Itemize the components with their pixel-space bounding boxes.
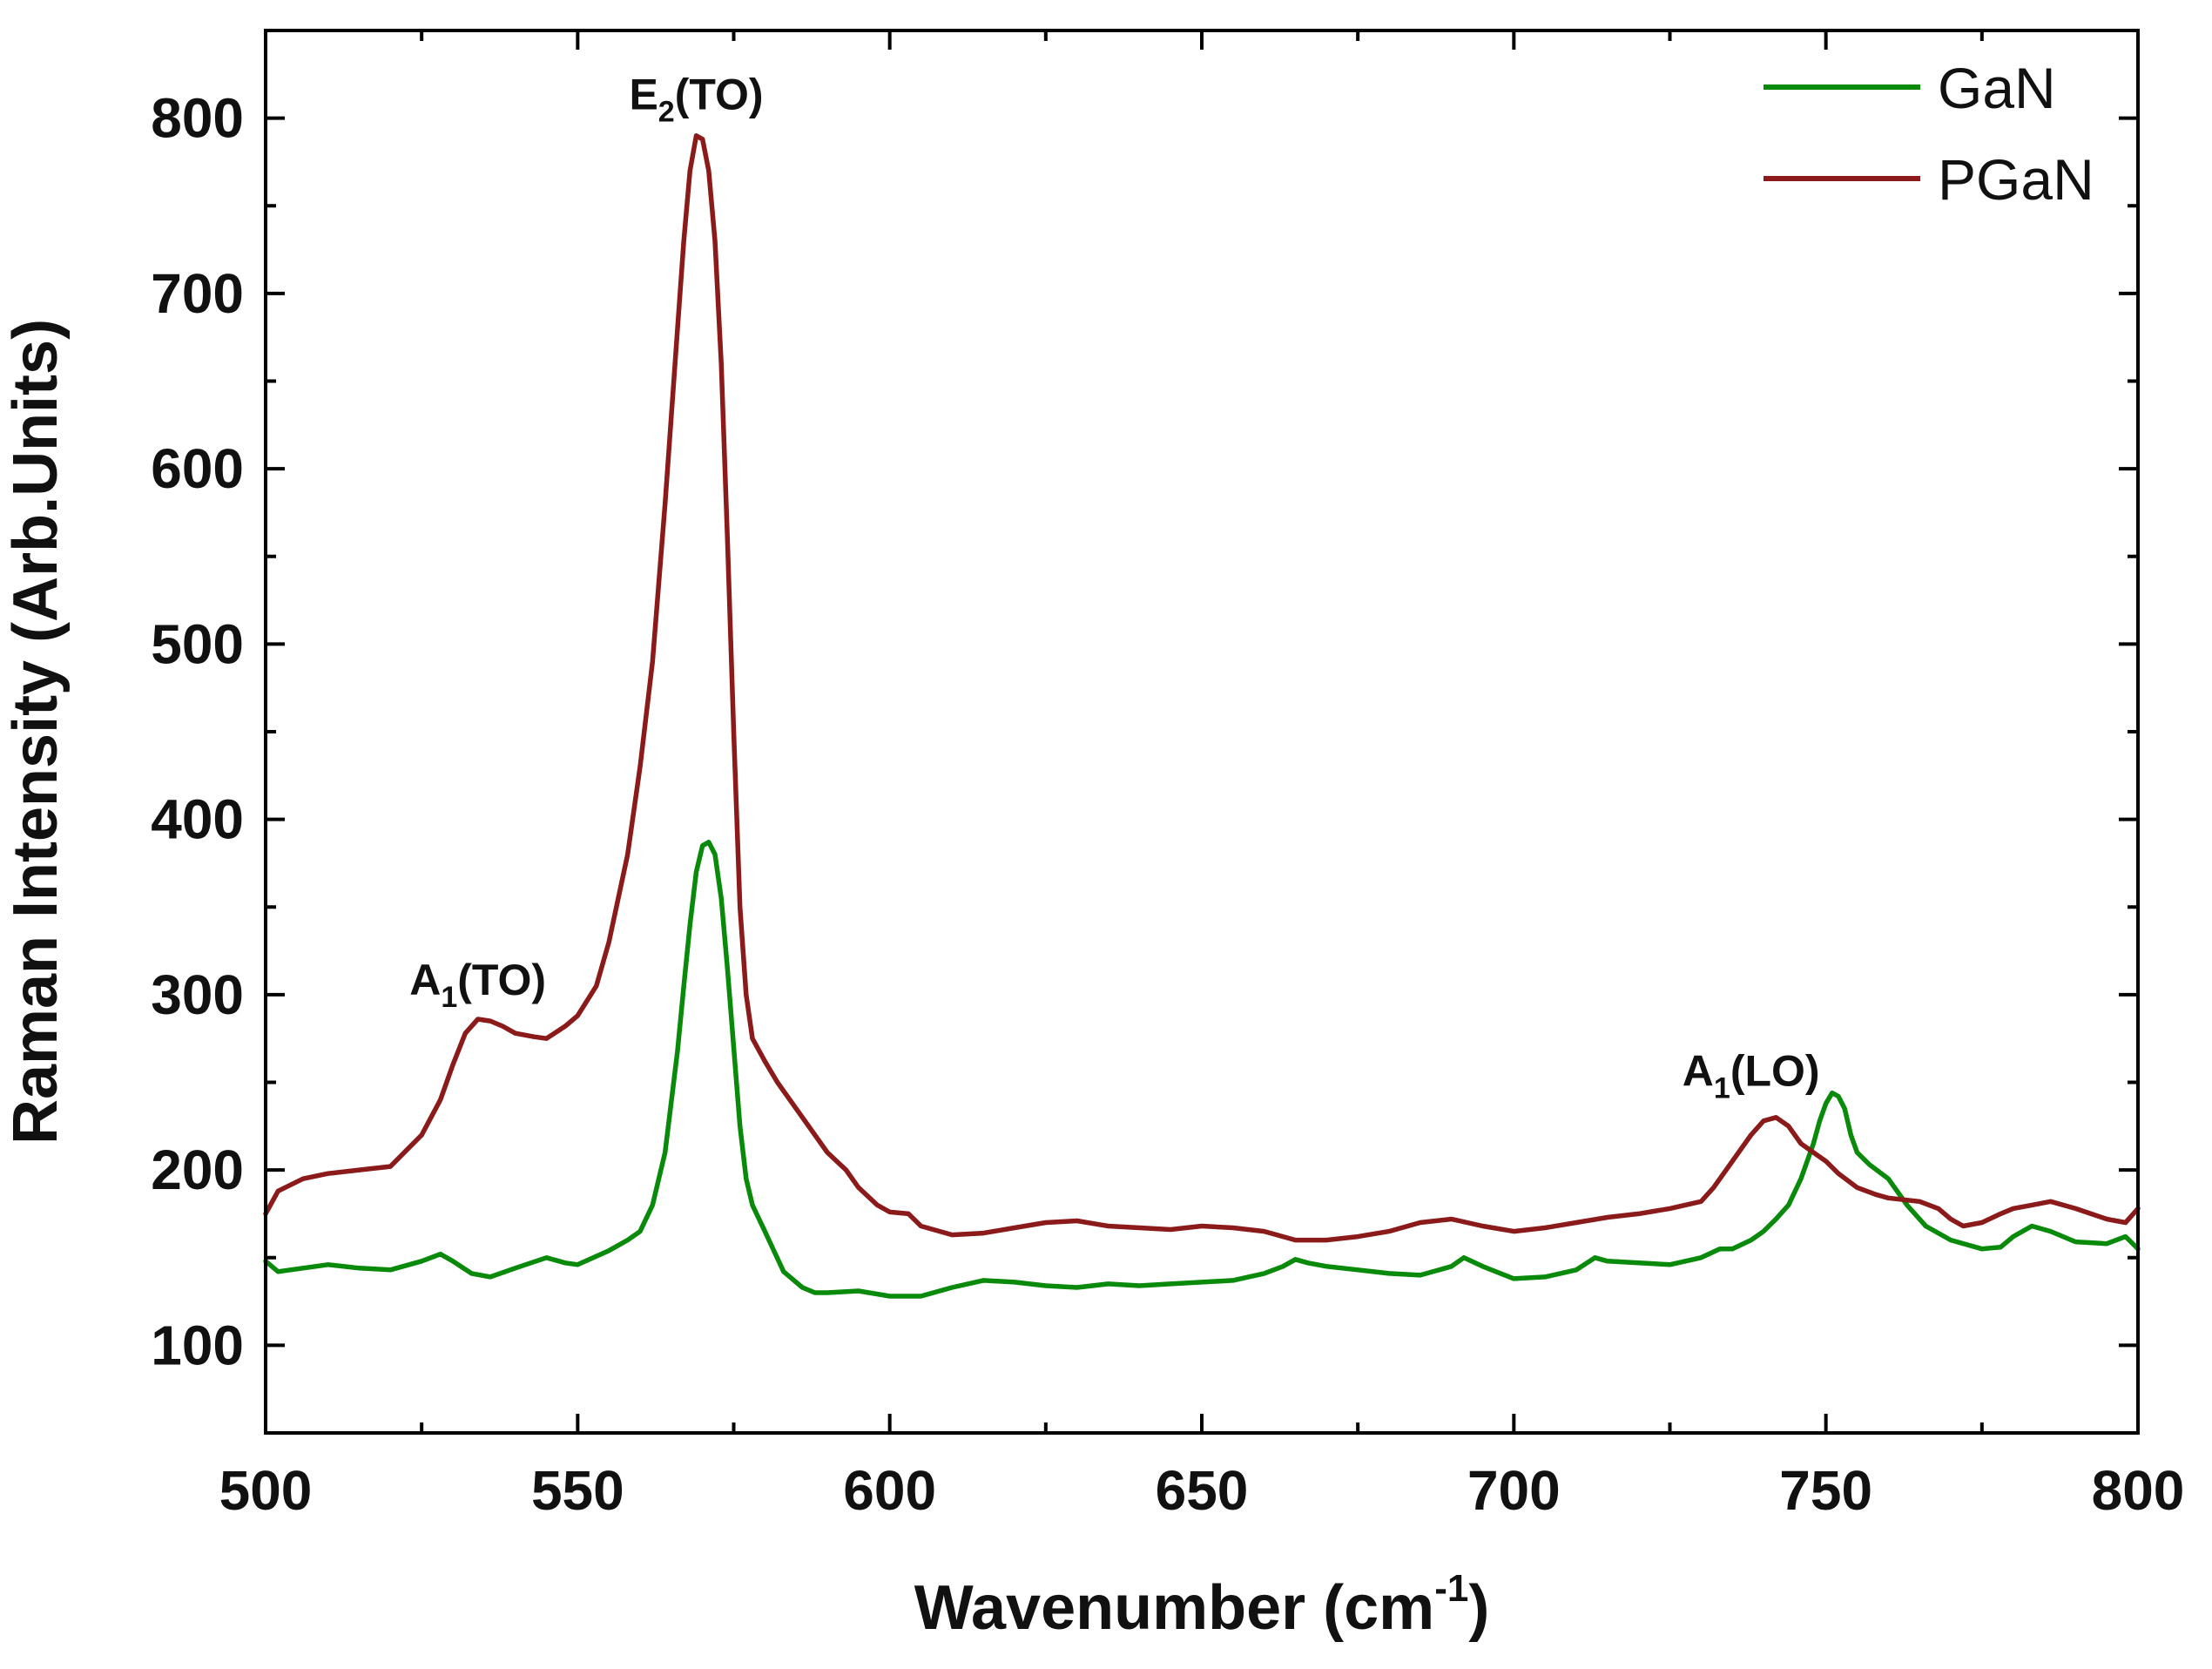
series-layer bbox=[263, 133, 2141, 1299]
x-tick-label: 800 bbox=[2092, 1459, 2185, 1522]
x-axis-tick-labels: 500 550 600 650 700 750 800 bbox=[219, 1459, 2185, 1522]
series-line-pgan bbox=[263, 133, 2141, 1243]
y-tick-label: 600 bbox=[151, 437, 244, 500]
peak-label-a1to: A1(TO) bbox=[409, 956, 546, 1014]
y-axis-tick-labels: 100 200 300 400 500 600 700 800 bbox=[151, 87, 244, 1377]
y-tick-label: 100 bbox=[151, 1314, 244, 1376]
y-tick-label: 200 bbox=[151, 1139, 244, 1201]
legend-label-pgan: PGaN bbox=[1938, 147, 2094, 212]
x-tick-label: 500 bbox=[219, 1459, 313, 1522]
y-axis-ticks bbox=[266, 29, 2138, 1435]
x-axis-ticks bbox=[264, 30, 2140, 1433]
legend: GaN PGaN bbox=[1764, 56, 2094, 212]
y-tick-label: 800 bbox=[151, 87, 244, 150]
x-tick-label: 750 bbox=[1779, 1459, 1872, 1522]
y-tick-label: 300 bbox=[151, 963, 244, 1026]
y-tick-label: 700 bbox=[151, 262, 244, 325]
legend-label-gan: GaN bbox=[1938, 56, 2056, 120]
y-tick-label: 400 bbox=[151, 788, 244, 851]
x-tick-label: 550 bbox=[531, 1459, 624, 1522]
peak-annotations: A1(TO) E2(TO) A1(LO) bbox=[409, 71, 1819, 1105]
x-axis-title: Wavenumber (cm-1) bbox=[914, 1567, 1490, 1643]
x-tick-label: 700 bbox=[1467, 1459, 1561, 1522]
peak-label-a1lo: A1(LO) bbox=[1683, 1047, 1820, 1105]
peak-label-e2to: E2(TO) bbox=[629, 71, 763, 129]
x-tick-label: 650 bbox=[1156, 1459, 1249, 1522]
series-line-gan bbox=[263, 840, 2141, 1299]
x-tick-label: 600 bbox=[843, 1459, 936, 1522]
y-axis-title: Raman Intensity (Arb.Units) bbox=[1, 319, 71, 1145]
y-tick-label: 500 bbox=[151, 612, 244, 675]
